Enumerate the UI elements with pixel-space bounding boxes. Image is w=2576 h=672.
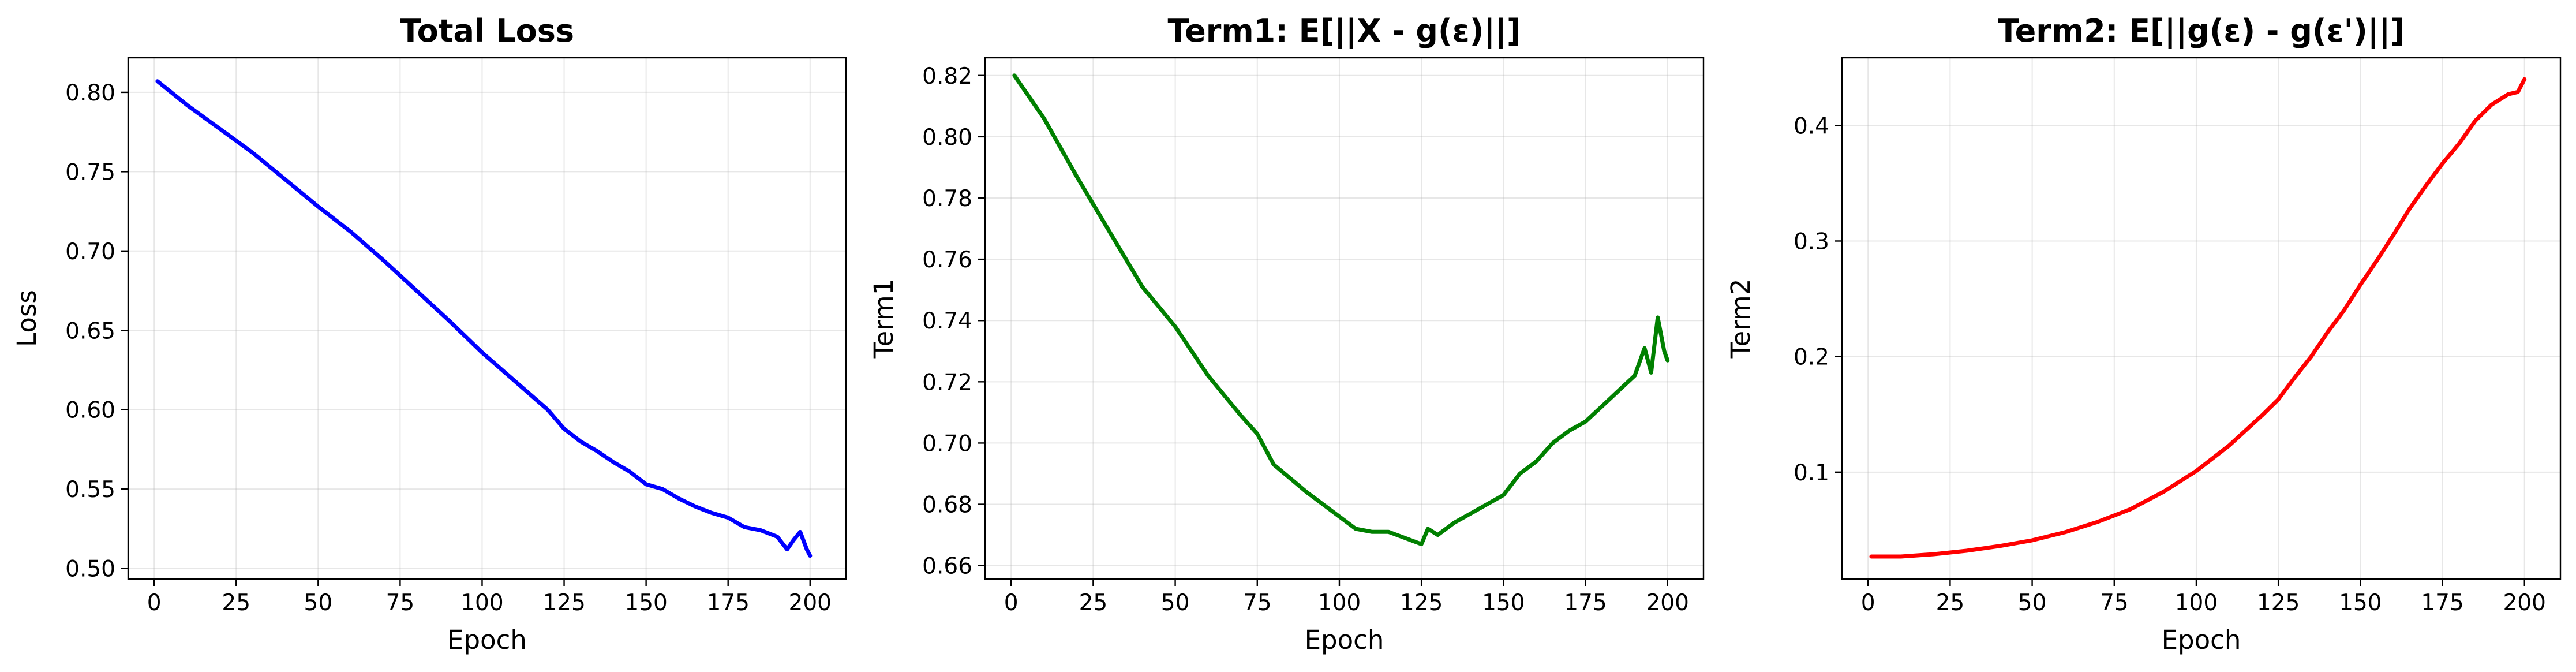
y-tick-label: 0.60: [65, 398, 115, 424]
x-tick-label: 0: [1004, 590, 1019, 616]
x-tick-label: 50: [2018, 590, 2047, 616]
chart-title: Term1: E[||X - g(ε)||]: [1167, 13, 1521, 49]
y-tick-label: 0.80: [65, 80, 115, 106]
chart-title: Total Loss: [400, 13, 574, 49]
x-tick-label: 200: [2503, 590, 2545, 616]
x-tick-label: 200: [1646, 590, 1688, 616]
x-tick-label: 125: [1400, 590, 1443, 616]
x-tick-label: 175: [1564, 590, 1607, 616]
x-tick-label: 150: [2339, 590, 2382, 616]
x-tick-label: 75: [2100, 590, 2129, 616]
y-tick-label: 0.55: [65, 477, 115, 503]
y-tick-label: 0.68: [922, 492, 972, 518]
series-line: [155, 79, 813, 558]
y-tick-label: 0.76: [922, 247, 972, 273]
plot-frame: [127, 57, 847, 580]
x-tick-label: 0: [1861, 590, 1875, 616]
chart-panel-1: 0 25 50 75 100 125 150 175 200 0.50 0.55 0.60 0.65 0.…: [12, 13, 847, 655]
x-tick-label: 75: [386, 590, 415, 616]
x-tick-label: 150: [1482, 590, 1525, 616]
y-axis-label: Loss: [12, 290, 42, 347]
y-tick-label: 0.80: [922, 125, 972, 151]
plot-frame: [1841, 57, 2562, 580]
x-tick-label: 100: [1318, 590, 1361, 616]
chart-panel-2: 0 25 50 75 100 125 150 175 200 0.66 0.68 0.70 0.72 0.…: [868, 13, 1705, 655]
series-line: [1012, 73, 1670, 546]
x-tick-label: 100: [2175, 590, 2218, 616]
x-tick-label: 0: [147, 590, 162, 616]
x-tick-label: 100: [460, 590, 503, 616]
x-tick-label: 25: [222, 590, 250, 616]
x-tick-label: 200: [789, 590, 832, 616]
y-tick-label: 0.4: [1794, 113, 1829, 139]
y-tick-label: 0.65: [65, 318, 115, 344]
y-tick-label: 0.78: [922, 186, 972, 212]
x-tick-label: 175: [2421, 590, 2463, 616]
x-tick-label: 50: [304, 590, 333, 616]
y-tick-label: 0.1: [1794, 460, 1829, 486]
x-axis-label: Epoch: [447, 625, 527, 655]
y-tick-label: 0.66: [922, 554, 972, 580]
y-axis-label: Term1: [868, 279, 899, 359]
x-tick-label: 25: [1936, 590, 1965, 616]
x-tick-label: 50: [1161, 590, 1190, 616]
x-tick-label: 125: [542, 590, 585, 616]
x-axis-label: Epoch: [1305, 625, 1384, 655]
x-tick-label: 75: [1243, 590, 1272, 616]
y-tick-label: 0.50: [65, 557, 115, 583]
x-tick-label: 25: [1079, 590, 1108, 616]
x-tick-label: 150: [624, 590, 667, 616]
y-tick-label: 0.3: [1794, 229, 1829, 255]
y-tick-label: 0.70: [922, 431, 972, 457]
series-line: [1869, 77, 2527, 559]
y-tick-label: 0.82: [922, 64, 972, 89]
y-tick-label: 0.2: [1794, 345, 1829, 371]
x-axis-label: Epoch: [2162, 625, 2241, 655]
chart-title: Term2: E[||g(ε) - g(ε')||]: [1998, 13, 2405, 49]
y-tick-label: 0.75: [65, 159, 115, 185]
x-tick-label: 125: [2257, 590, 2300, 616]
y-tick-label: 0.72: [922, 369, 972, 395]
y-tick-label: 0.70: [65, 239, 115, 265]
chart-panel-3: 0 25 50 75 100 125 150 175 200 0.1 0.2 0.3 0.4 Term2:…: [1725, 13, 2562, 655]
y-axis-label: Term2: [1725, 279, 1756, 359]
x-tick-label: 175: [706, 590, 749, 616]
plot-frame: [984, 57, 1705, 580]
y-tick-label: 0.74: [922, 308, 972, 334]
